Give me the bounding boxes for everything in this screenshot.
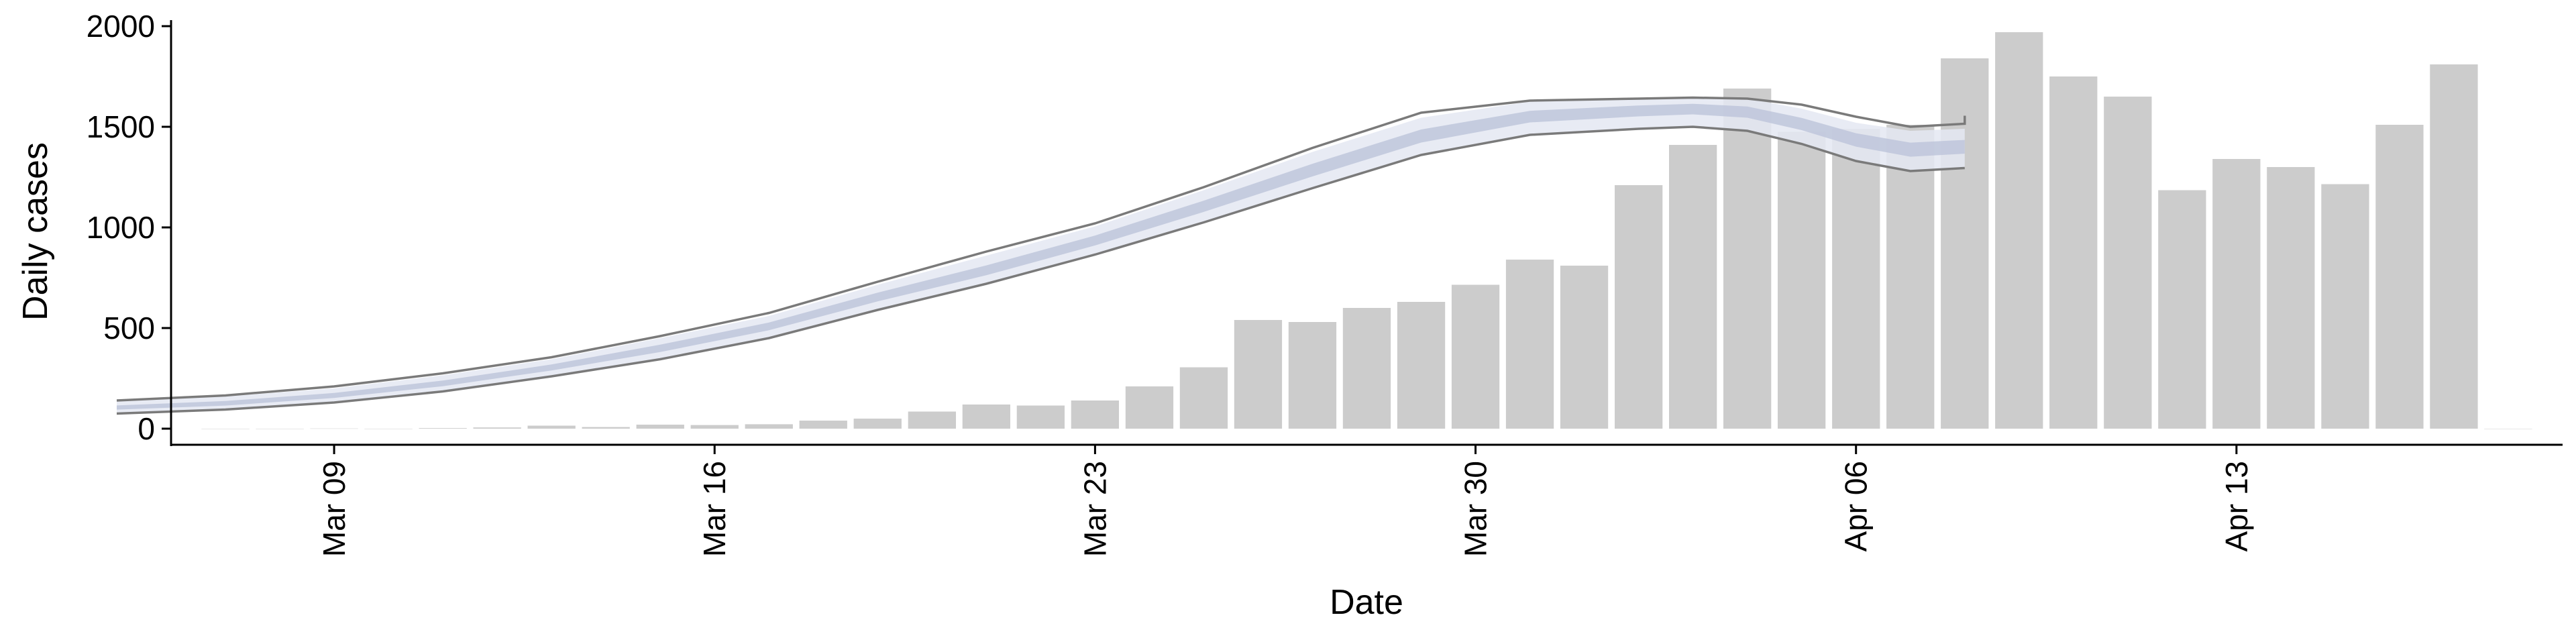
y-tick-label: 1000 <box>87 210 155 245</box>
x-tick-label: Mar 23 <box>1077 461 1112 557</box>
y-tick-label: 0 <box>138 411 155 446</box>
bar <box>799 421 847 429</box>
bar <box>962 405 1010 429</box>
bar <box>1778 131 1826 429</box>
bar <box>1125 386 1174 429</box>
band-inner-area <box>117 103 1965 410</box>
bar <box>1505 260 1554 429</box>
bar <box>1288 322 1337 429</box>
bar <box>1234 320 1283 429</box>
x-tick-label: Mar 30 <box>1458 461 1493 557</box>
bar <box>1071 400 1119 429</box>
bar <box>2267 167 2315 429</box>
y-ticks: 0 500 1000 1500 2000 <box>87 9 171 446</box>
bar <box>2158 190 2206 429</box>
bar <box>1615 185 1663 429</box>
y-tick-label: 2000 <box>87 9 155 44</box>
bar <box>2049 76 2098 429</box>
bar <box>853 419 902 429</box>
y-tick-label: 1500 <box>87 109 155 144</box>
bar <box>2104 97 2152 429</box>
bar <box>2321 184 2369 429</box>
bar <box>1179 367 1228 429</box>
bar <box>1995 32 2043 429</box>
bar <box>908 411 956 429</box>
bar <box>690 425 739 429</box>
bar <box>527 425 576 429</box>
x-axis-title: Date <box>1330 583 1403 622</box>
x-tick-label: Apr 13 <box>2219 461 2254 552</box>
bar <box>1560 266 1609 429</box>
bar <box>1342 308 1391 429</box>
bar <box>1832 129 1880 429</box>
bar <box>1723 89 1772 429</box>
y-axis-title: Daily cases <box>16 142 55 321</box>
x-ticks: Mar 09 Mar 16 Mar 23 Mar 30 Apr 06 Apr 13 <box>317 445 2254 557</box>
bar <box>2375 125 2424 429</box>
band-upper-line <box>116 96 1966 402</box>
bar <box>419 428 467 429</box>
bar <box>1451 284 1500 429</box>
x-tick-label: Mar 16 <box>697 461 732 557</box>
bar <box>1669 145 1717 429</box>
bar <box>1397 302 1446 429</box>
bar <box>473 427 521 429</box>
bar <box>1886 125 1935 429</box>
x-tick-label: Mar 09 <box>317 461 352 557</box>
y-tick-label: 500 <box>103 311 155 345</box>
nowcast-band <box>116 96 1966 415</box>
bars-layer <box>201 32 2532 429</box>
axes <box>170 20 2563 446</box>
bar <box>745 424 793 429</box>
bar <box>1941 58 1989 429</box>
bar <box>636 425 684 429</box>
bar <box>2212 159 2261 429</box>
bar <box>2430 64 2478 429</box>
x-tick-label: Apr 06 <box>1839 461 1874 552</box>
band-lower-line <box>116 125 1965 415</box>
bar <box>582 427 630 429</box>
bar <box>1016 405 1065 429</box>
